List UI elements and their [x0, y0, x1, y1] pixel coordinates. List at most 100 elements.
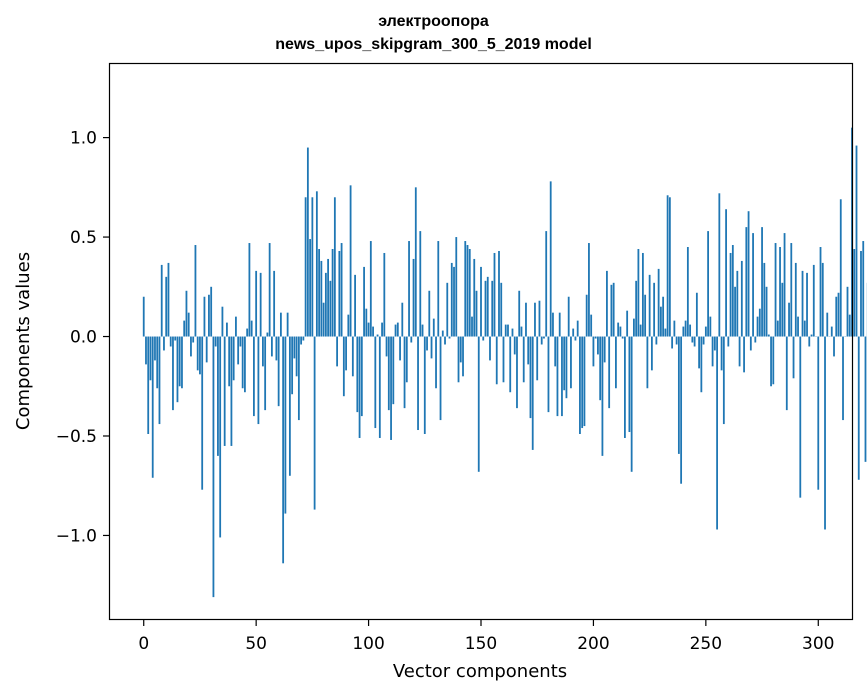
bar-102: [372, 326, 374, 337]
bar-16: [178, 336, 181, 387]
bar-203: [599, 336, 602, 401]
bar-221: [639, 324, 642, 337]
bar-201: [594, 336, 597, 339]
bar-84: [331, 249, 334, 337]
bars-group: [142, 127, 867, 598]
bar-196: [583, 336, 586, 427]
bar-319: [860, 250, 862, 337]
bar-257: [720, 336, 723, 371]
bar-216: [628, 336, 631, 433]
x-tick-label-1: 50: [245, 634, 267, 654]
bar-142: [462, 336, 464, 377]
bar-27: [203, 296, 206, 337]
bar-118: [408, 241, 410, 337]
bar-129: [432, 318, 435, 337]
bar-215: [626, 310, 629, 337]
bar-172: [529, 336, 532, 419]
bar-141: [459, 336, 462, 363]
bar-162: [507, 324, 509, 337]
y-axis: 1.0 0.5 0.0 −0.5 −1.0: [56, 129, 110, 546]
bar-83: [329, 280, 332, 337]
bar-46: [246, 328, 249, 337]
bar-98: [363, 266, 365, 337]
bar-238: [677, 336, 680, 454]
bar-300: [817, 336, 820, 490]
bar-222: [641, 252, 644, 337]
bar-99: [365, 308, 368, 337]
bar-54: [264, 336, 267, 411]
bar-108: [385, 336, 388, 357]
bar-166: [516, 336, 518, 409]
bar-287: [788, 302, 790, 337]
bar-318: [857, 336, 860, 480]
bar-26: [201, 336, 204, 490]
bar-220: [637, 249, 640, 337]
bar-223: [644, 294, 647, 337]
bar-302: [821, 262, 824, 337]
bar-289: [792, 336, 795, 379]
bar-169: [522, 336, 525, 383]
bar-248: [700, 336, 703, 393]
bar-147: [473, 258, 476, 337]
bar-29: [208, 294, 210, 337]
bar-53: [262, 336, 264, 367]
bar-176: [538, 300, 541, 337]
bar-308: [835, 296, 838, 337]
bar-273: [756, 316, 759, 337]
bar-155: [491, 280, 494, 337]
bar-314: [848, 314, 851, 337]
bar-24: [196, 336, 199, 371]
bar-274: [758, 308, 761, 337]
bar-12: [169, 336, 172, 347]
bar-5: [154, 336, 156, 361]
bar-244: [691, 336, 694, 343]
bar-137: [450, 262, 453, 337]
bar-126: [426, 336, 428, 351]
x-axis: 0 50 100 150 200 250 300: [138, 619, 834, 654]
bar-255: [716, 336, 718, 530]
bar-213: [621, 336, 624, 339]
bar-89: [342, 336, 345, 397]
bar-294: [803, 320, 806, 337]
bar-167: [518, 290, 521, 337]
bar-160: [502, 336, 505, 383]
bar-247: [698, 336, 700, 369]
bar-179: [545, 231, 548, 337]
bar-211: [617, 322, 620, 337]
bar-229: [657, 268, 660, 337]
y-tick-label-2: 0.0: [70, 328, 97, 348]
bar-117: [405, 336, 408, 383]
bar-110: [390, 336, 392, 440]
bar-105: [378, 336, 381, 438]
bar-91: [347, 314, 350, 337]
bar-63: [284, 336, 287, 514]
bar-150: [480, 266, 482, 337]
bar-28: [205, 336, 208, 363]
bar-270: [749, 336, 752, 351]
bar-199: [590, 314, 593, 337]
bar-116: [403, 336, 406, 409]
bar-170: [525, 302, 527, 337]
bar-43: [239, 336, 242, 347]
bar-22: [192, 336, 195, 343]
bar-76: [313, 336, 316, 510]
bar-8: [160, 264, 163, 337]
chart-title: электроопора: [378, 13, 489, 30]
bar-183: [554, 336, 557, 367]
bar-40: [232, 336, 235, 381]
bar-293: [801, 270, 804, 337]
bar-55: [266, 332, 269, 337]
bar-47: [248, 243, 251, 337]
bar-131: [437, 241, 440, 337]
bar-231: [662, 296, 665, 337]
bar-173: [531, 336, 534, 450]
bar-65: [288, 336, 291, 476]
bar-100: [367, 322, 370, 337]
bar-217: [630, 336, 633, 472]
bar-214: [624, 336, 626, 438]
bar-159: [500, 282, 503, 337]
bar-119: [410, 336, 413, 343]
bar-219: [635, 280, 638, 337]
bar-263: [734, 286, 736, 337]
bar-281: [774, 243, 777, 337]
